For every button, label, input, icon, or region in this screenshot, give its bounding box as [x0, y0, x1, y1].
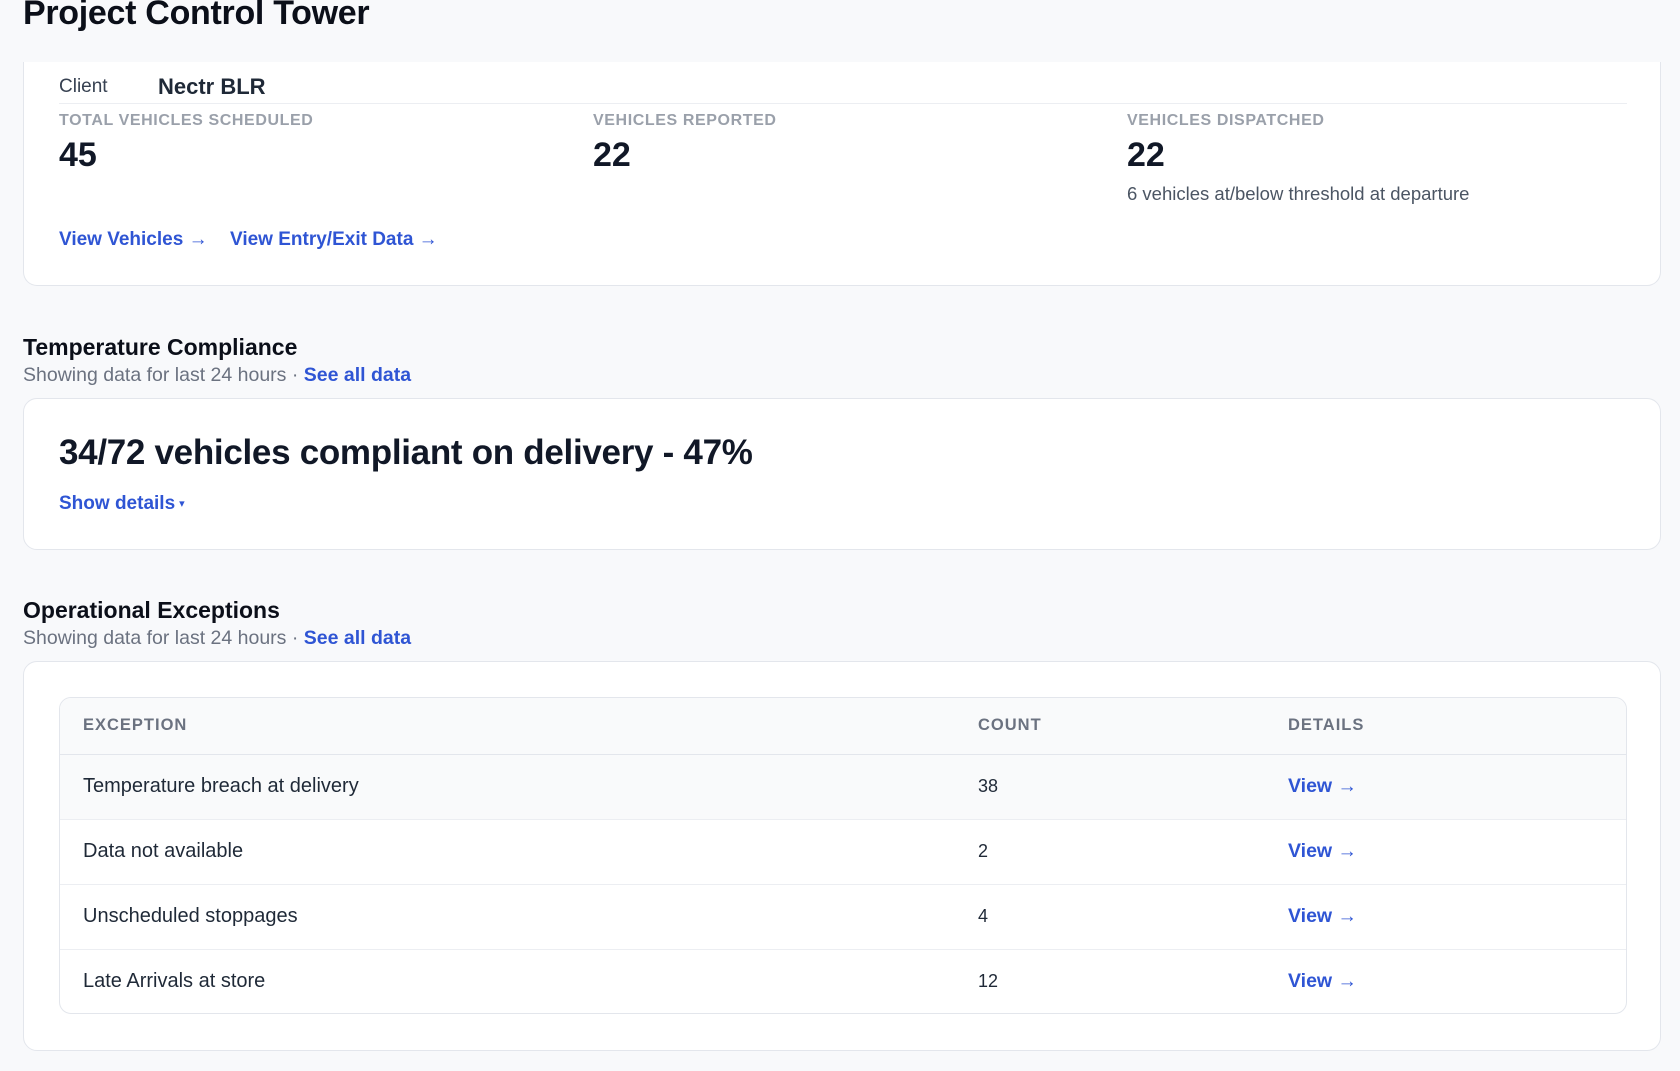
stat-value: 45 — [59, 136, 97, 174]
page-title: Project Control Tower — [23, 0, 370, 32]
client-label: Client — [59, 75, 108, 97]
client-row: Client Nectr BLR — [59, 70, 1627, 104]
view-vehicles-link[interactable]: View Vehicles → — [59, 229, 208, 250]
exception-name: Temperature breach at delivery — [83, 775, 359, 797]
view-details-link[interactable]: View → — [1288, 840, 1358, 862]
compliance-subtitle-text: Showing data for last 24 hours · — [23, 364, 299, 386]
exceptions-see-all-link[interactable]: See all data — [303, 627, 412, 649]
exception-name: Data not available — [83, 840, 244, 862]
column-header-count: COUNT — [978, 716, 1042, 735]
table-header-row: EXCEPTION COUNT DETAILS — [60, 698, 1626, 754]
compliance-see-all-link[interactable]: See all data — [303, 364, 412, 386]
compliance-headline: 34/72 vehicles compliant on delivery - 4… — [59, 433, 753, 472]
exceptions-card: EXCEPTION COUNT DETAILS Temperature brea… — [23, 661, 1661, 1051]
table-row: Data not available 2 View → — [60, 819, 1626, 884]
stat-value: 22 — [593, 136, 631, 174]
show-details-toggle[interactable]: Show details ▾ — [59, 493, 185, 515]
exception-name: Late Arrivals at store — [83, 970, 266, 993]
compliance-section-title: Temperature Compliance — [23, 334, 298, 360]
stat-note: 6 vehicles at/below threshold at departu… — [1127, 183, 1470, 204]
exceptions-table: EXCEPTION COUNT DETAILS Temperature brea… — [60, 698, 1626, 1013]
column-header-exception: EXCEPTION — [83, 716, 188, 735]
table-row: Unscheduled stoppages 4 View → — [60, 884, 1626, 949]
exception-count: 2 — [978, 841, 989, 861]
stat-total-scheduled: TOTAL VEHICLES SCHEDULED 45 — [59, 112, 313, 175]
stat-label: VEHICLES DISPATCHED — [1127, 112, 1325, 129]
stat-vehicles-reported: VEHICLES REPORTED 22 — [593, 112, 777, 175]
stat-label: TOTAL VEHICLES SCHEDULED — [59, 112, 314, 129]
table-row: Late Arrivals at store 12 View → — [60, 949, 1626, 1013]
exception-name: Unscheduled stoppages — [83, 905, 298, 927]
stat-label: VEHICLES REPORTED — [593, 112, 777, 129]
view-entry-exit-link[interactable]: View Entry/Exit Data → — [230, 229, 438, 250]
exceptions-table-wrap: EXCEPTION COUNT DETAILS Temperature brea… — [59, 697, 1627, 1014]
summary-card: Client Nectr BLR TOTAL VEHICLES SCHEDULE… — [23, 62, 1661, 286]
exception-count: 38 — [978, 776, 999, 796]
show-details-label: Show details — [59, 493, 176, 514]
column-header-details: DETAILS — [1288, 716, 1365, 735]
exceptions-section-subtitle: Showing data for last 24 hours · See all… — [23, 627, 411, 650]
client-value: Nectr BLR — [158, 73, 266, 99]
exception-count: 12 — [978, 971, 999, 992]
compliance-section-subtitle: Showing data for last 24 hours · See all… — [23, 364, 411, 387]
view-details-link[interactable]: View → — [1288, 970, 1358, 993]
caret-down-icon: ▾ — [179, 498, 185, 510]
exception-count: 4 — [978, 906, 989, 926]
exceptions-section-title: Operational Exceptions — [23, 597, 280, 623]
table-row: Temperature breach at delivery 38 View → — [60, 754, 1626, 819]
view-details-link[interactable]: View → — [1288, 905, 1358, 927]
view-details-link[interactable]: View → — [1288, 775, 1358, 797]
stat-value: 22 — [1127, 136, 1165, 174]
stat-vehicles-dispatched: VEHICLES DISPATCHED 22 6 vehicles at/bel… — [1127, 112, 1469, 205]
exceptions-subtitle-text: Showing data for last 24 hours · — [23, 627, 299, 649]
compliance-card: 34/72 vehicles compliant on delivery - 4… — [23, 398, 1661, 550]
